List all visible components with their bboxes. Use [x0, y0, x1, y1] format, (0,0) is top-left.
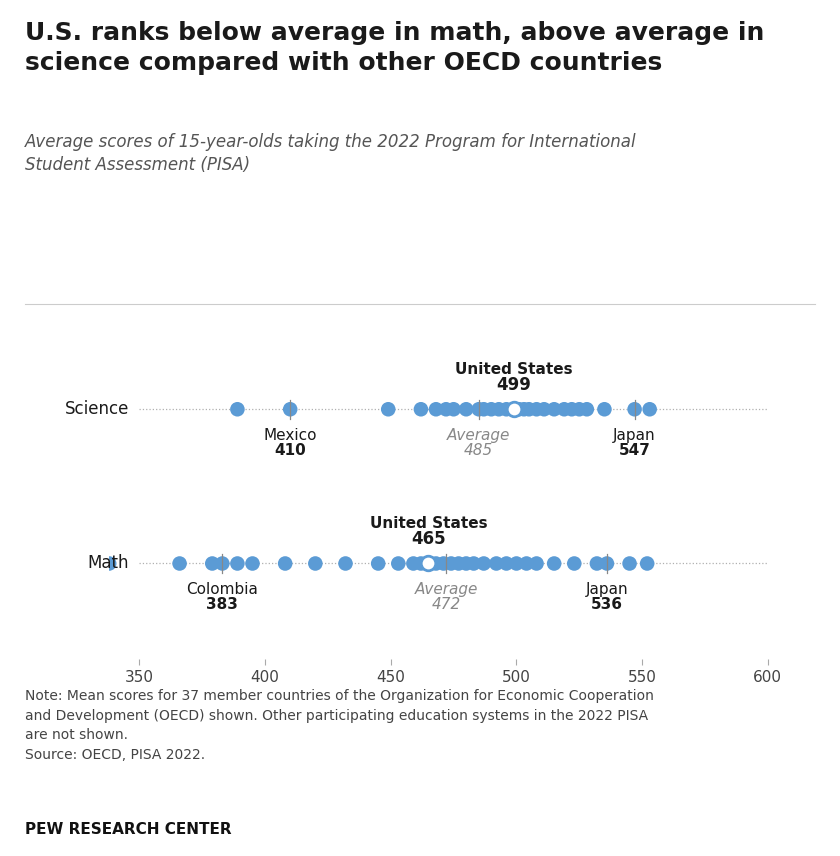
Point [467, 556, 480, 570]
Point [308, 556, 322, 570]
Point [246, 556, 260, 570]
Point [558, 402, 571, 416]
Point [283, 402, 297, 416]
Text: Average scores of 15-year-olds taking the 2022 Program for International
Student: Average scores of 15-year-olds taking th… [25, 133, 637, 175]
Text: United States: United States [455, 362, 573, 377]
Text: Japan: Japan [585, 582, 628, 597]
Point [447, 402, 460, 416]
Point [429, 402, 443, 416]
Point [422, 556, 435, 570]
Point [439, 402, 453, 416]
Point [477, 556, 491, 570]
Text: 383: 383 [207, 597, 239, 612]
Point [278, 556, 291, 570]
Point [216, 556, 229, 570]
Point [490, 556, 503, 570]
Point [530, 402, 543, 416]
Point [530, 556, 543, 570]
Point [437, 556, 450, 570]
Point [522, 402, 536, 416]
Point [565, 402, 579, 416]
Text: Average: Average [447, 428, 511, 443]
Point [573, 402, 586, 416]
Point [444, 556, 458, 570]
Point [414, 556, 428, 570]
Point [548, 556, 561, 570]
Text: 410: 410 [275, 443, 306, 458]
Point [500, 402, 513, 416]
Point [102, 556, 116, 570]
Text: Japan: Japan [613, 428, 656, 443]
Text: U.S. ranks below average in math, above average in
science compared with other O: U.S. ranks below average in math, above … [25, 21, 764, 75]
Point [391, 556, 405, 570]
Text: Mexico: Mexico [264, 428, 317, 443]
Point [598, 402, 612, 416]
Point [500, 556, 513, 570]
Point [601, 556, 614, 570]
Point [512, 402, 526, 416]
Point [548, 402, 561, 416]
Point [485, 402, 498, 416]
Point [591, 556, 604, 570]
Point [507, 402, 521, 416]
Point [568, 556, 581, 570]
Point [231, 556, 244, 570]
Point [492, 402, 506, 416]
Point [622, 556, 636, 570]
Text: PEW RESEARCH CENTER: PEW RESEARCH CENTER [25, 822, 232, 837]
Text: Note: Mean scores for 37 member countries of the Organization for Economic Coope: Note: Mean scores for 37 member countrie… [25, 689, 654, 762]
Text: Math: Math [88, 555, 129, 573]
Point [643, 402, 656, 416]
Point [407, 556, 420, 570]
Text: 547: 547 [619, 443, 650, 458]
Text: 485: 485 [465, 443, 493, 458]
Point [580, 402, 594, 416]
Point [520, 556, 533, 570]
Point [173, 556, 186, 570]
Point [627, 402, 641, 416]
Point [429, 556, 443, 570]
Text: 536: 536 [591, 597, 623, 612]
Text: Science: Science [65, 401, 129, 419]
Text: Colombia: Colombia [186, 582, 258, 597]
Text: 499: 499 [496, 376, 532, 394]
Point [517, 402, 531, 416]
Text: Average: Average [414, 582, 478, 597]
Point [231, 402, 244, 416]
Point [538, 402, 551, 416]
Text: United States: United States [370, 516, 487, 531]
Text: 472: 472 [432, 597, 460, 612]
Point [452, 556, 465, 570]
Point [472, 402, 486, 416]
Point [339, 556, 352, 570]
Point [459, 556, 473, 570]
Point [206, 556, 219, 570]
Point [510, 556, 523, 570]
Point [371, 556, 385, 570]
Point [640, 556, 654, 570]
Point [477, 402, 491, 416]
Point [459, 402, 473, 416]
Point [381, 402, 395, 416]
Point [414, 402, 428, 416]
Text: 465: 465 [411, 530, 446, 548]
